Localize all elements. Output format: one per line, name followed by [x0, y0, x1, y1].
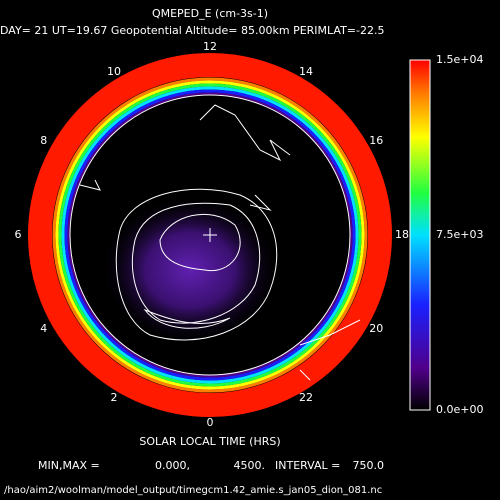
footer-value: 0.000, [155, 459, 190, 472]
local-time-label: 10 [107, 65, 121, 78]
local-time-label: 16 [369, 134, 383, 147]
axis-label: SOLAR LOCAL TIME (HRS) [139, 435, 280, 448]
title: QMEPED_E (cm-3s-1) [152, 7, 268, 20]
local-time-label: 14 [299, 65, 313, 78]
local-time-label: 0 [207, 416, 214, 429]
pole-marker [203, 228, 217, 242]
local-time-label: 12 [203, 40, 217, 53]
contours [79, 104, 361, 381]
file-path: /hao/aim2/woolman/model_output/timegcm1.… [4, 485, 382, 496]
local-time-label: 20 [369, 322, 383, 335]
footer-label: MIN,MAX = [38, 459, 100, 472]
colorbar-label: 7.5e+03 [436, 228, 483, 241]
colorbar-label: 0.0e+00 [436, 403, 483, 416]
colorbar [409, 59, 431, 411]
local-time-label: 18 [395, 228, 409, 241]
colorbar-label: 1.5e+04 [436, 53, 483, 66]
local-time-label: 4 [40, 322, 47, 335]
local-time-label: 2 [111, 391, 118, 404]
local-time-label: 8 [40, 134, 47, 147]
footer-label: INTERVAL = [275, 459, 340, 472]
footer-value: 750.0 [353, 459, 385, 472]
local-time-label: 22 [299, 391, 313, 404]
subtitle: DAY= 21 UT=19.67 Geopotential Altitude= … [0, 24, 384, 37]
local-time-labels: 12 14 16 18 20 22 0 2 4 6 8 10 [15, 40, 410, 429]
local-time-label: 6 [15, 228, 22, 241]
footer-value: 4500. [234, 459, 266, 472]
